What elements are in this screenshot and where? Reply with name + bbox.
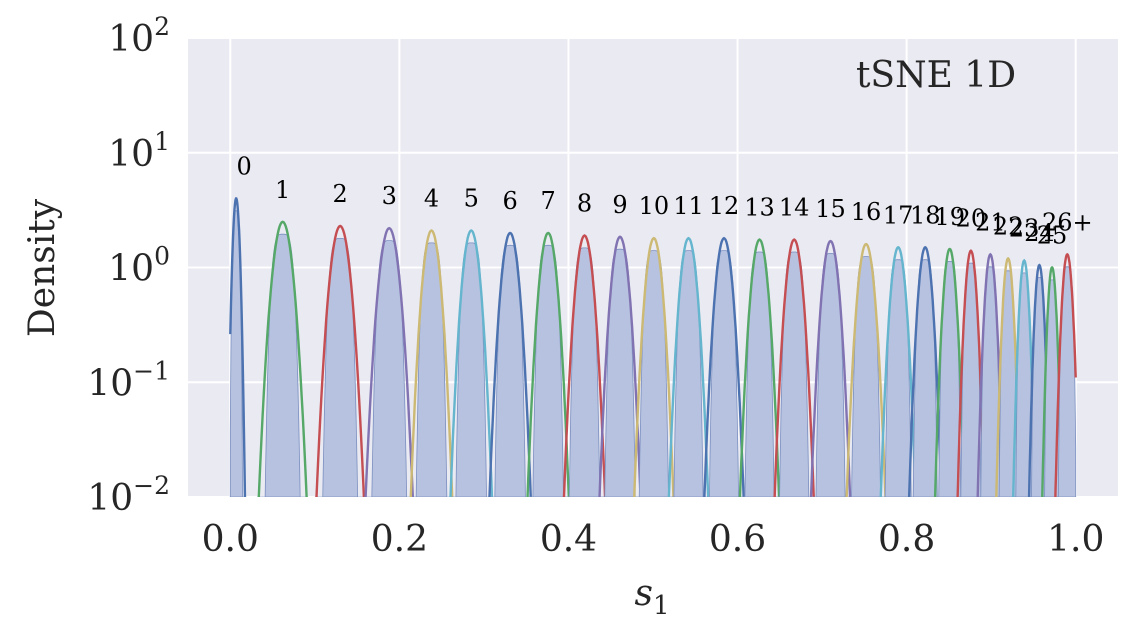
- cluster-label-13: 13: [744, 194, 775, 222]
- cluster-label-1: 1: [275, 176, 290, 204]
- cluster-1-density-fill: [257, 233, 309, 497]
- cluster-label-6: 6: [502, 187, 517, 215]
- cluster-label-26+: 26+: [1042, 208, 1093, 236]
- cluster-4-fit-curve: [409, 229, 454, 497]
- cluster-label-14: 14: [779, 194, 810, 222]
- cluster-label-10: 10: [639, 192, 670, 220]
- cluster-label-3: 3: [382, 182, 397, 210]
- cluster-label-12: 12: [709, 192, 740, 220]
- cluster-label-15: 15: [815, 195, 846, 223]
- cluster-7-density-fill: [526, 244, 571, 497]
- x-tick-label: 1.0: [1047, 519, 1104, 560]
- x-tick-label: 0.4: [540, 519, 597, 560]
- cluster-label-9: 9: [612, 191, 627, 219]
- cluster-10-fit-curve: [633, 236, 675, 497]
- cluster-6-fit-curve: [488, 231, 532, 497]
- cluster-4-density-fill: [409, 242, 454, 497]
- cluster-label-24: 24: [1024, 219, 1055, 247]
- cluster-12-fit-curve: [703, 236, 745, 497]
- annotation-text: tSNE 1D: [856, 55, 1016, 96]
- cluster-label-4: 4: [424, 185, 439, 213]
- cluster-14-fit-curve: [773, 238, 815, 497]
- cluster-label-20: 20: [956, 205, 987, 233]
- cluster-label-8: 8: [577, 190, 592, 218]
- cluster-labels: 01 2 3 4 5 6 7 8 9 10 11 12 13 14 15 16 1718192021222324…: [237, 152, 1093, 249]
- cluster-label-5: 5: [464, 185, 479, 213]
- cluster-6-density-fill: [488, 244, 533, 497]
- x-axis-label-base: s: [634, 573, 652, 614]
- x-tick-label: 0.0: [202, 519, 259, 560]
- cluster-3-density-fill: [364, 240, 415, 497]
- cluster-label-23: 23: [1009, 215, 1040, 243]
- cluster-label-0: 0: [237, 152, 252, 180]
- cluster-2-density-fill: [314, 238, 366, 497]
- cluster-18-fit-curve: [907, 245, 943, 497]
- cluster-16-fit-curve: [845, 242, 887, 497]
- x-tick-label: 0.2: [371, 519, 428, 560]
- cluster-9-fit-curve: [598, 235, 642, 497]
- cluster-label-21: 21: [975, 208, 1006, 236]
- cluster-7-fit-curve: [526, 231, 571, 497]
- cluster-label-11: 11: [673, 192, 704, 220]
- cluster-15-fit-curve: [809, 239, 852, 497]
- y-tick-label: 100: [108, 242, 170, 290]
- cluster-17-fit-curve: [879, 245, 917, 497]
- x-tick-label: 0.8: [878, 519, 935, 560]
- cluster-8-fit-curve: [562, 234, 607, 497]
- cluster-label-16: 16: [851, 198, 882, 226]
- cluster-26+-fit-curve: [1054, 252, 1077, 497]
- cluster-label-7: 7: [541, 187, 556, 215]
- y-tick-label: 102: [108, 12, 170, 60]
- cluster-11-fit-curve: [667, 236, 710, 497]
- cluster-label-18: 18: [910, 201, 941, 229]
- cluster-label-17: 17: [883, 201, 914, 229]
- cluster-label-25: 25: [1037, 222, 1068, 250]
- y-tick-labels: 10−2 10−1 100 101 102: [87, 12, 170, 519]
- cluster-8-density-fill: [562, 247, 607, 497]
- x-axis-label-subscript: 1: [653, 591, 670, 621]
- cluster-2-fit-curve: [315, 224, 366, 497]
- cluster-19-fit-curve: [933, 247, 966, 497]
- cluster-5-density-fill: [449, 242, 494, 497]
- y-tick-label: 10−1: [87, 356, 170, 404]
- y-axis-label: Density: [22, 198, 63, 337]
- cluster-20-fit-curve: [956, 249, 986, 497]
- cluster-label-19: 19: [934, 203, 965, 231]
- x-tick-labels: 0.0 0.2 0.4 0.6 0.8 1.0: [202, 519, 1105, 560]
- y-tick-label: 101: [108, 127, 170, 175]
- x-tick-label: 0.6: [709, 519, 766, 560]
- cluster-5-fit-curve: [449, 229, 494, 497]
- cluster-3-fit-curve: [364, 226, 415, 497]
- cluster-13-fit-curve: [738, 238, 781, 497]
- cluster-1-fit-curve: [257, 220, 308, 497]
- cluster-density-series: [229, 197, 1077, 497]
- x-axis-label: s1: [634, 573, 669, 621]
- cluster-label-22: 22: [993, 212, 1024, 240]
- cluster-label-2: 2: [333, 180, 348, 208]
- cluster-0-fit-curve: [229, 197, 247, 497]
- y-tick-label: 10−2: [87, 471, 170, 519]
